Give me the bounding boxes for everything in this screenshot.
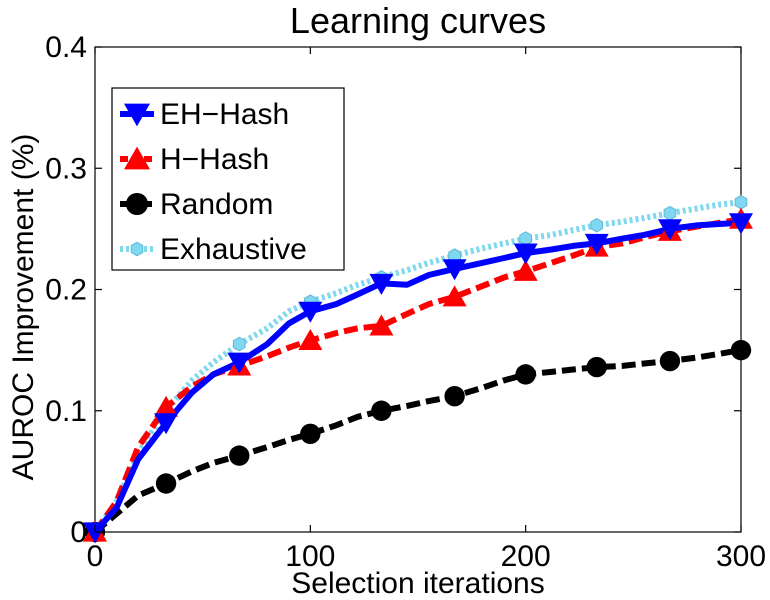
x-tick-label: 0 [87,540,104,573]
legend-marker-h-hash [124,146,150,170]
legend-label-h-hash: H−Hash [160,143,269,176]
data-point-eh-hash [298,301,323,323]
data-point-h-hash [442,285,467,307]
series-line-random [93,347,742,535]
data-point-eh-hash [83,522,107,544]
data-point-eh-hash [154,413,179,435]
data-point-random [730,339,752,361]
legend: EH−Hash H−Hash Random Exhaustive [111,87,345,271]
y-tick-label: 0.2 [45,274,87,307]
data-point-exhaustive [734,194,748,210]
legend-label-random: Random [160,188,273,221]
x-tick-label: 200 [501,540,551,573]
data-point-h-hash [298,329,323,351]
data-point-exhaustive [590,217,604,233]
data-point-eh-hash [369,273,394,295]
data-point-random [155,473,177,494]
legend-box [111,87,345,271]
data-point-random [444,386,465,407]
legend-label-exhaustive: Exhaustive [160,233,307,266]
data-point-h-hash [369,314,394,336]
data-point-eh-hash [584,233,609,255]
data-point-eh-hash [729,213,753,235]
x-tick-label: 300 [716,540,766,573]
data-point-random [300,423,321,444]
data-point-random [371,400,392,421]
data-point-exhaustive [232,336,246,352]
legend-label-eh-hash: EH−Hash [160,98,289,131]
y-tick-label: 0.4 [45,31,87,64]
legend-marker-random [125,192,149,216]
legend-marker-eh-hash [124,103,150,127]
data-point-random [586,356,607,378]
y-axis-label: AUROC Improvement (%) [7,134,40,481]
data-point-eh-hash [657,219,682,241]
data-point-exhaustive [663,205,677,221]
y-tick-label: 0.1 [45,395,87,428]
data-point-random [659,350,681,372]
data-point-exhaustive [519,231,532,246]
data-point-eh-hash [227,352,252,374]
data-point-eh-hash [442,259,467,281]
y-tick-label: 0 [70,516,87,549]
chart-title: Learning curves [290,0,546,41]
data-point-h-hash [154,395,179,417]
x-axis-label: Selection iterations [291,567,544,600]
series-line-eh-hash [92,219,742,534]
y-tick-label: 0.3 [45,152,87,185]
legend-marker-exhaustive [130,241,144,257]
data-point-random [515,364,536,385]
data-point-eh-hash [513,243,538,265]
data-point-random [229,445,250,466]
data-point-h-hash [513,259,538,281]
series-line-exhaustive [92,199,742,534]
x-tick-label: 100 [285,540,335,573]
